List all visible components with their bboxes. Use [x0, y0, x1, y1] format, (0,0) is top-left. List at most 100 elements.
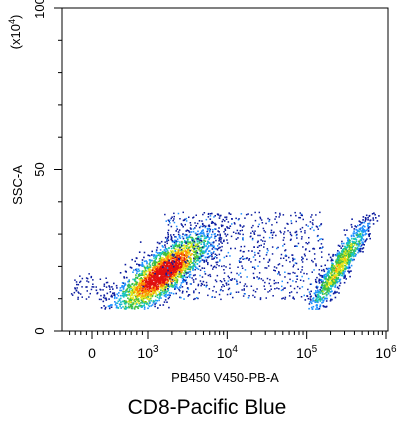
event-dot-pop0 — [157, 278, 159, 280]
event-dot-pop1 — [336, 273, 339, 276]
event-dot-pop1 — [318, 298, 320, 301]
event-dot-pop0 — [159, 273, 161, 275]
event-dot-sparse — [311, 222, 314, 224]
event-dot-pop1 — [371, 213, 374, 215]
event-dot-sparse — [311, 271, 313, 273]
event-dot-pop1 — [322, 296, 324, 299]
event-dot-pop0 — [166, 277, 168, 279]
event-dot-pop1 — [343, 252, 345, 255]
event-dot-sparse — [322, 246, 324, 248]
event-dot-pop1 — [356, 246, 359, 249]
event-dot-pop1 — [332, 283, 335, 285]
event-dot-pop0 — [128, 289, 131, 291]
event-dot-sparse — [238, 260, 241, 262]
event-dot-pop0 — [179, 267, 182, 269]
event-dot-pop0 — [163, 278, 166, 281]
event-dot-pop0 — [154, 279, 156, 282]
event-dot-sparse — [191, 239, 194, 242]
event-dot-pop0 — [167, 257, 169, 259]
event-dot-pop1 — [347, 270, 349, 272]
event-dot-pop1 — [323, 281, 326, 284]
event-dot-pop0 — [178, 266, 181, 268]
event-dot-pop1 — [324, 297, 327, 300]
event-dot-sparse — [271, 253, 274, 255]
event-dot-sparse — [292, 271, 294, 274]
event-dot-pop1 — [317, 308, 319, 310]
event-dot-sparse — [197, 245, 199, 248]
event-dot-sparse — [283, 243, 286, 245]
event-dot-pop1 — [344, 256, 346, 259]
event-dot-pop0 — [148, 283, 150, 285]
event-dot-sparse — [279, 274, 281, 276]
event-dot-pop0 — [180, 245, 183, 248]
event-dot-sparse — [244, 283, 247, 285]
event-dot-pop0 — [138, 293, 140, 296]
event-dot-sparse — [289, 261, 291, 263]
event-dot-low — [86, 286, 88, 288]
event-dot-pop0 — [172, 286, 174, 288]
event-dot-pop1 — [350, 243, 352, 246]
event-dot-pop1 — [325, 300, 328, 302]
event-dot-pop1 — [319, 290, 321, 293]
event-dot-pop0 — [125, 289, 127, 292]
event-dot-pop1 — [322, 293, 324, 295]
event-dot-pop0 — [134, 286, 136, 289]
event-dot-pop0 — [197, 255, 199, 257]
event-dot-pop0 — [172, 278, 174, 280]
event-dot-pop1 — [352, 234, 355, 237]
event-dot-pop1 — [321, 284, 323, 286]
event-dot-pop0 — [160, 297, 162, 299]
event-dot-pop0 — [128, 305, 130, 308]
event-dot-pop0 — [182, 225, 184, 228]
event-dot-pop1 — [331, 262, 333, 264]
event-dot-pop0 — [207, 225, 210, 227]
event-dot-pop1 — [332, 266, 334, 269]
event-dot-pop0 — [176, 273, 178, 275]
event-dot-low — [87, 281, 90, 283]
event-dot-sparse — [222, 224, 224, 227]
event-dot-low — [85, 286, 87, 288]
event-dot-pop1 — [336, 259, 338, 262]
event-dot-pop0 — [160, 253, 163, 256]
event-dot-pop0 — [159, 283, 162, 286]
event-dot-pop0 — [165, 281, 167, 284]
event-dot-pop0 — [114, 303, 117, 306]
event-dot-sparse — [237, 291, 240, 293]
event-dot-sparse — [216, 248, 218, 250]
event-dot-sparse — [267, 291, 269, 293]
event-dot-pop0 — [181, 247, 184, 250]
event-dot-sparse — [167, 231, 169, 234]
event-dot-sparse — [309, 221, 312, 223]
event-dot-sparse — [262, 279, 264, 282]
event-dot-pop0 — [130, 301, 133, 304]
event-dot-pop1 — [335, 277, 338, 279]
event-dot-sparse — [274, 218, 276, 220]
event-dot-sparse — [256, 241, 259, 244]
event-dot-pop0 — [190, 242, 193, 245]
event-dot-sparse — [236, 229, 239, 232]
event-dot-sparse — [235, 232, 237, 235]
event-dot-sparse — [262, 240, 264, 242]
event-dot-pop0 — [218, 237, 221, 239]
event-dot-sparse — [295, 281, 297, 283]
event-dot-sparse — [221, 245, 223, 248]
event-dot-pop0 — [192, 279, 195, 281]
event-dot-pop0 — [141, 261, 144, 264]
event-dot-pop1 — [344, 253, 346, 256]
event-dot-sparse — [227, 275, 229, 277]
event-dot-pop0 — [146, 265, 149, 267]
event-dot-low — [81, 286, 83, 288]
event-dot-sparse — [308, 250, 311, 252]
event-dot-pop0 — [156, 294, 159, 296]
event-dot-sparse — [221, 242, 223, 244]
event-dot-pop0 — [149, 282, 151, 284]
event-dot-sparse — [167, 274, 170, 277]
event-dot-sparse — [218, 253, 221, 256]
event-dot-pop0 — [229, 225, 232, 227]
event-dot-pop1 — [318, 278, 321, 281]
event-dot-pop0 — [138, 251, 141, 253]
event-dot-pop0 — [166, 301, 168, 303]
event-dot-sparse — [258, 211, 260, 214]
event-dot-sparse — [164, 213, 166, 216]
event-dot-pop1 — [352, 255, 355, 258]
